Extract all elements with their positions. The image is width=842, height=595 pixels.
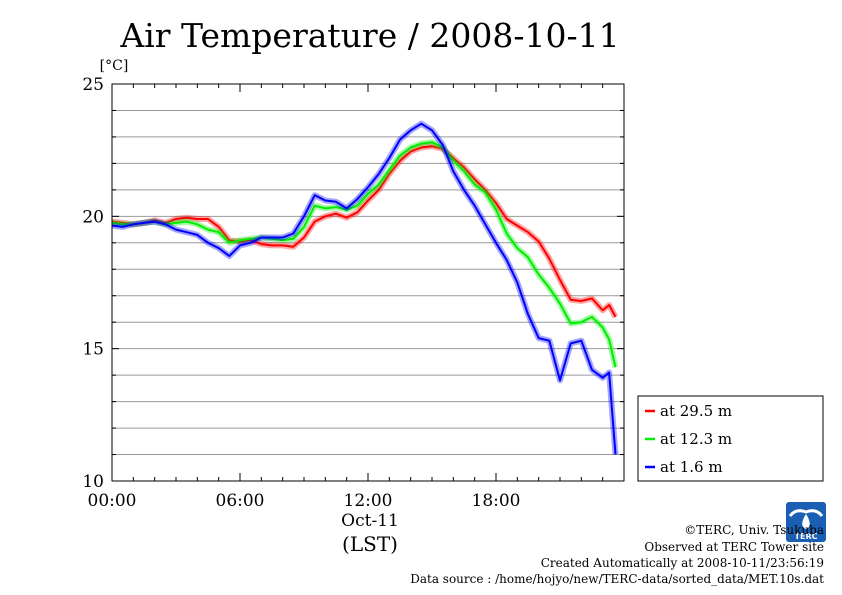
series-line-2 (112, 124, 616, 455)
legend: at 29.5 m at 12.3 m at 1.6 m (638, 396, 823, 481)
series-lines (112, 124, 616, 455)
x-axis-label: (LST) (342, 532, 398, 556)
legend-label: at 12.3 m (660, 430, 732, 448)
chart-title: Air Temperature / 2008-10-11 (119, 16, 619, 55)
copyright-text: ©TERC, Univ. Tsukuba (684, 523, 824, 537)
created-timestamp: Created Automatically at 2008-10-11/23:5… (541, 556, 824, 570)
series-halo-1 (112, 142, 616, 367)
y-axis-label: [°C] (100, 58, 129, 74)
series-halo-2 (112, 124, 616, 455)
air-temperature-chart: Air Temperature / 2008-10-11 [°C] 10 15 20… (0, 0, 842, 595)
y-tick-label: 20 (82, 207, 104, 227)
legend-label: at 29.5 m (660, 402, 732, 420)
y-tick-label: 10 (82, 472, 104, 492)
observed-site-text: Observed at TERC Tower site (644, 540, 824, 554)
date-label: Oct-11 (341, 511, 399, 531)
series-line-1 (112, 142, 616, 367)
x-tick-labels: 00:00 06:00 12:00 18:00 (88, 491, 521, 511)
y-tick-labels: 10 15 20 25 (82, 75, 104, 492)
x-tick-label: 06:00 (216, 491, 265, 511)
y-tick-label: 15 (82, 340, 104, 360)
y-tick-label: 25 (82, 75, 104, 95)
x-tick-label: 18:00 (472, 491, 521, 511)
x-tick-label: 12:00 (344, 491, 393, 511)
data-source-text: Data source : /home/hojyo/new/TERC-data/… (410, 572, 824, 586)
x-tick-label: 00:00 (88, 491, 137, 511)
legend-label: at 1.6 m (660, 458, 723, 476)
